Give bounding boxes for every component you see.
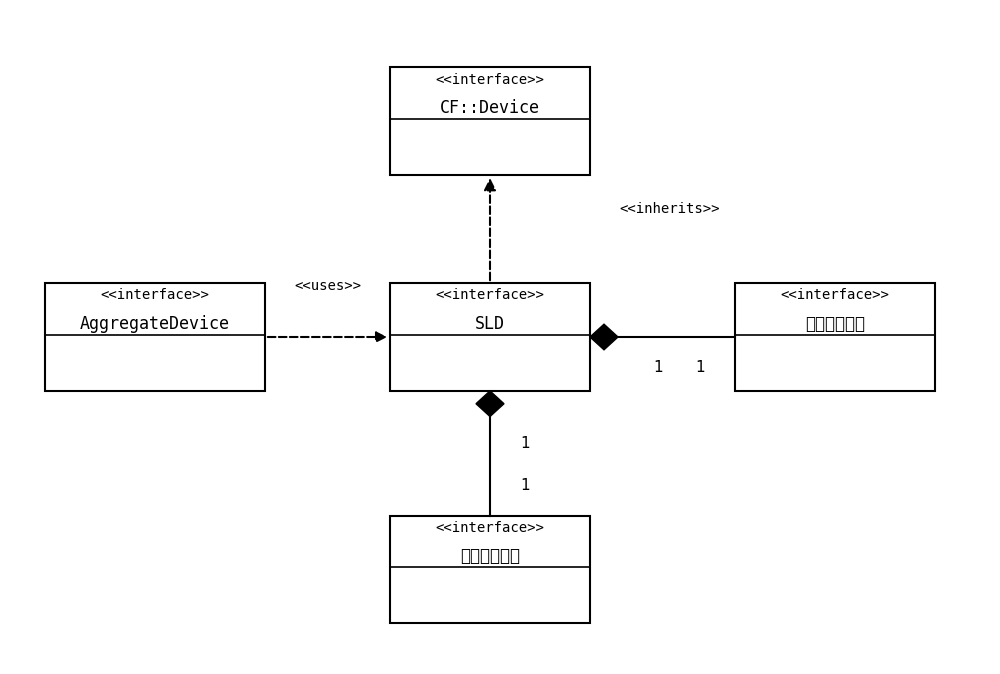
Text: 健康管理模块: 健康管理模块	[805, 315, 865, 333]
Text: <<interface>>: <<interface>>	[436, 288, 544, 303]
Text: 1: 1	[520, 478, 530, 493]
Text: <<interface>>: <<interface>>	[436, 73, 544, 87]
Text: <<interface>>: <<interface>>	[101, 288, 209, 303]
Text: 健康决策模块: 健康决策模块	[460, 547, 520, 565]
Polygon shape	[590, 324, 618, 350]
Text: <<interface>>: <<interface>>	[436, 521, 544, 535]
Bar	[735, 283, 935, 391]
Text: 1: 1	[695, 360, 705, 375]
Polygon shape	[476, 391, 504, 417]
Text: 1: 1	[653, 360, 663, 375]
Bar	[390, 283, 590, 391]
Bar	[390, 67, 590, 175]
Bar	[45, 283, 265, 391]
Text: <<inherits>>: <<inherits>>	[620, 202, 720, 216]
Text: <<uses>>: <<uses>>	[294, 280, 361, 293]
Text: AggregateDevice: AggregateDevice	[80, 315, 230, 333]
Text: <<interface>>: <<interface>>	[781, 288, 889, 303]
Text: SLD: SLD	[475, 315, 505, 333]
Bar	[390, 516, 590, 623]
Text: 1: 1	[520, 436, 530, 451]
Text: CF::Device: CF::Device	[440, 99, 540, 117]
